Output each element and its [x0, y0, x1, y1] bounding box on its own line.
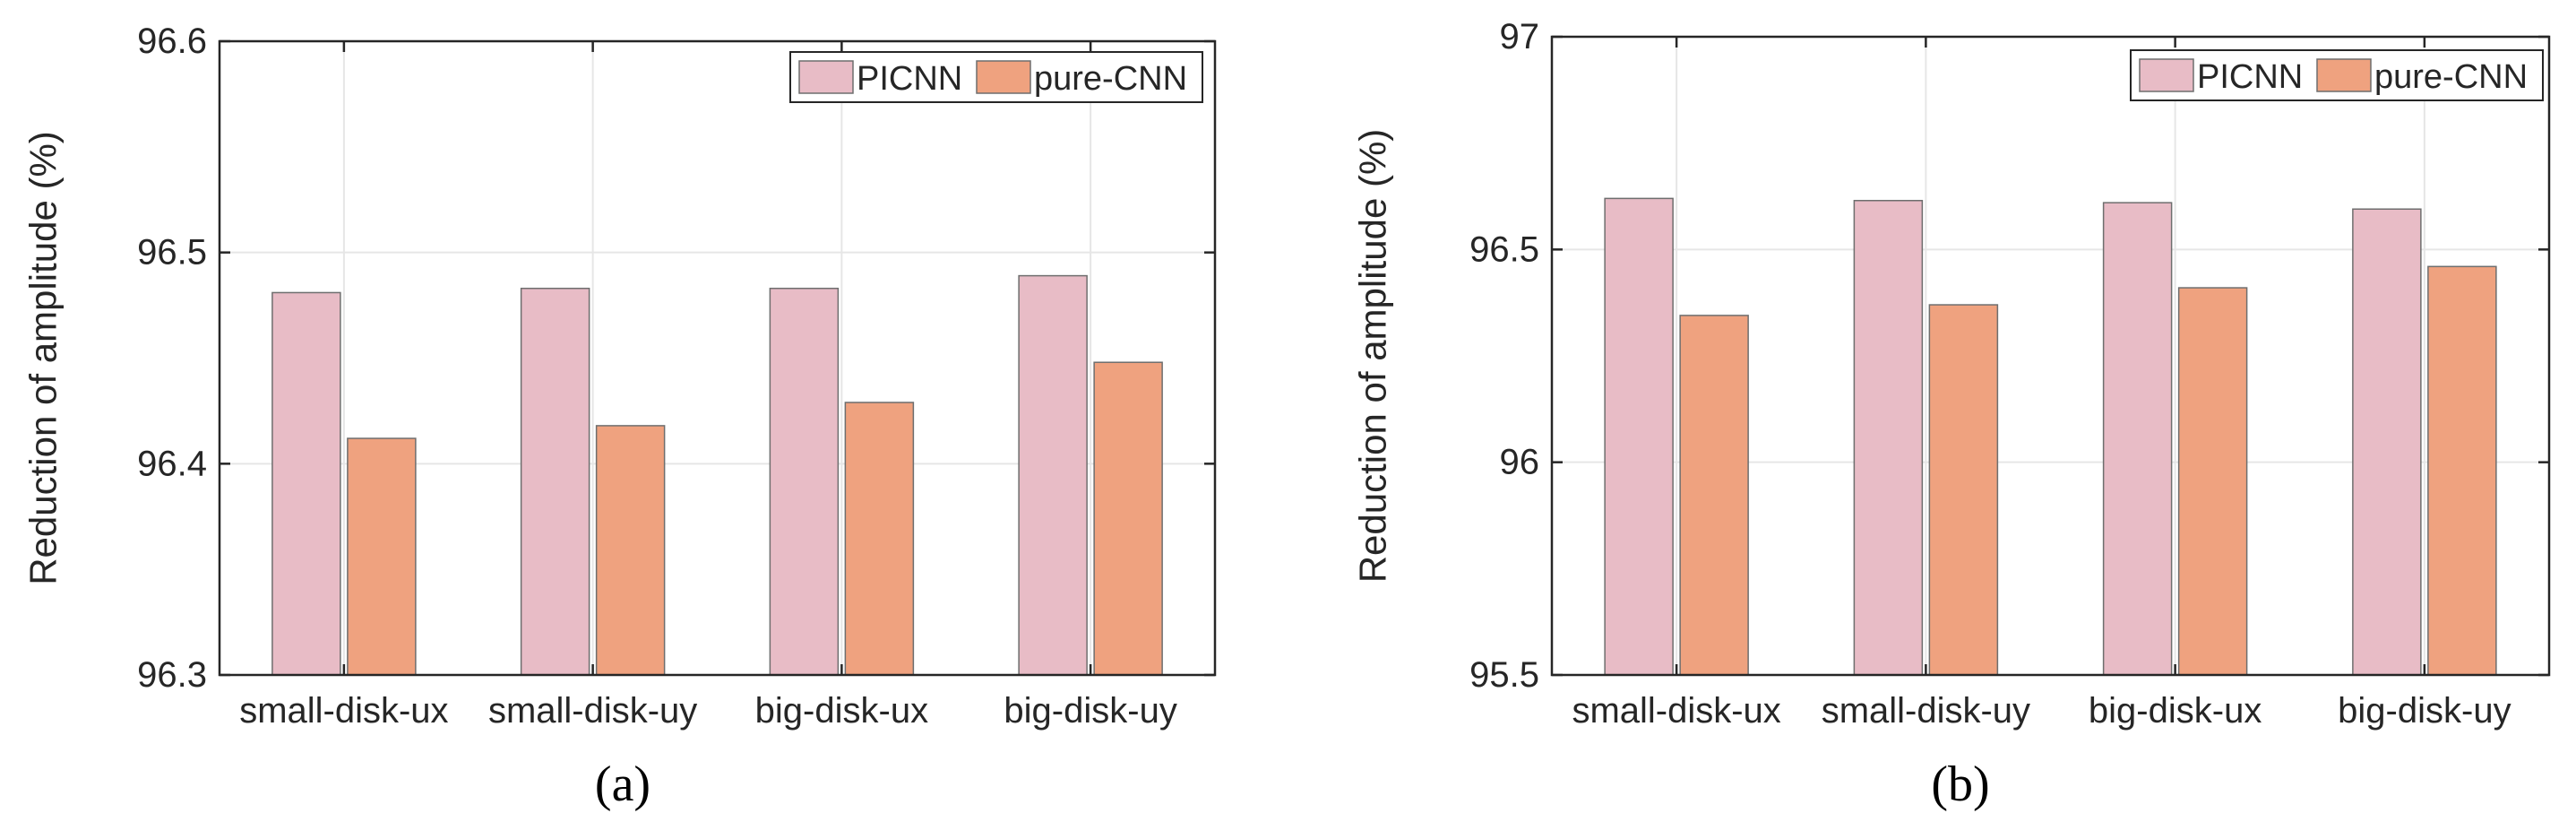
x-tick-label: small-disk-ux [239, 691, 448, 731]
bar-pure-cnn-big-disk-uy [2427, 265, 2497, 676]
bar-picnn-big-disk-uy [1018, 274, 1088, 676]
y-tick-label: 96.3 [137, 655, 207, 695]
x-tick-label: big-disk-uy [2338, 691, 2511, 731]
legend-label-picnn: PICNN [857, 60, 962, 98]
bar-picnn-big-disk-ux [2102, 202, 2173, 676]
bar-pure-cnn-small-disk-uy [595, 425, 666, 676]
bar-picnn-small-disk-ux [1604, 197, 1674, 676]
y-tick-label: 96 [1500, 443, 1540, 482]
y-tick-label: 96.4 [137, 444, 207, 483]
legend-swatch-pure-cnn [976, 60, 1031, 94]
panel-caption: (b) [1931, 757, 1989, 812]
x-tick-label: big-disk-uy [1004, 691, 1176, 731]
bar-pure-cnn-small-disk-ux [347, 437, 417, 676]
panel-caption: (a) [595, 757, 650, 812]
x-tick-label: small-disk-uy [488, 691, 697, 731]
bar-pure-cnn-big-disk-uy [1093, 361, 1163, 676]
bar-pure-cnn-small-disk-ux [1679, 315, 1749, 676]
legend-label-picnn: PICNN [2197, 58, 2303, 96]
bar-pure-cnn-big-disk-ux [2177, 287, 2248, 676]
bar-picnn-small-disk-ux [271, 291, 341, 676]
legend-swatch-picnn [2139, 58, 2194, 92]
chart-panel-b: 95.5 96 96.5 97 small-disk-ux small-disk-uy bi… [1352, 17, 2551, 812]
y-axis-label: Reduction of amplitude (%) [22, 131, 65, 585]
chart-panel-a: 96.3 96.4 96.5 96.6 small-disk-ux small-disk-… [22, 22, 1217, 812]
bar-pure-cnn-small-disk-uy [1928, 304, 1999, 676]
x-tick-label: big-disk-ux [2089, 691, 2262, 731]
y-tick-label: 96.6 [137, 22, 207, 61]
x-tick-label: big-disk-ux [755, 691, 928, 731]
axes-box [1550, 35, 2551, 677]
y-tick-label: 95.5 [1469, 655, 1539, 695]
y-axis-label: Reduction of amplitude (%) [1352, 129, 1394, 584]
legend-swatch-pure-cnn [2316, 58, 2372, 92]
axes-box [218, 39, 1217, 677]
y-tick-label: 97 [1500, 17, 1540, 56]
x-tick-label: small-disk-ux [1572, 691, 1780, 731]
bar-picnn-big-disk-uy [2352, 208, 2422, 676]
y-tick-label: 96.5 [137, 233, 207, 272]
legend-label-pure-cnn: pure-CNN [2374, 58, 2528, 96]
bar-pure-cnn-big-disk-ux [844, 402, 915, 676]
y-tick-label: 96.5 [1469, 229, 1539, 269]
x-tick-label: small-disk-uy [1822, 691, 2030, 731]
legend-swatch-picnn [798, 60, 854, 94]
bar-picnn-small-disk-uy [1853, 199, 1924, 676]
legend-label-pure-cnn: pure-CNN [1034, 60, 1187, 98]
bar-picnn-small-disk-uy [520, 287, 590, 676]
bar-picnn-big-disk-ux [769, 287, 840, 676]
